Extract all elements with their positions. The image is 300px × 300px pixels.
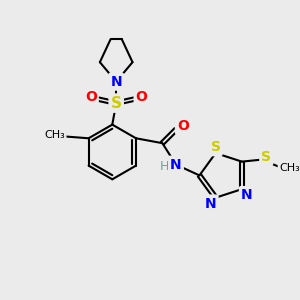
Text: O: O — [136, 90, 148, 104]
Text: S: S — [111, 96, 122, 111]
Text: CH₃: CH₃ — [44, 130, 65, 140]
Text: N: N — [110, 75, 122, 88]
Text: H: H — [160, 160, 169, 173]
Text: CH₃: CH₃ — [279, 164, 300, 173]
Text: S: S — [261, 150, 271, 164]
Text: O: O — [85, 90, 97, 104]
Text: S: S — [211, 140, 220, 154]
Text: N: N — [205, 196, 217, 211]
Text: N: N — [170, 158, 182, 172]
Text: O: O — [177, 118, 189, 133]
Text: N: N — [241, 188, 253, 202]
